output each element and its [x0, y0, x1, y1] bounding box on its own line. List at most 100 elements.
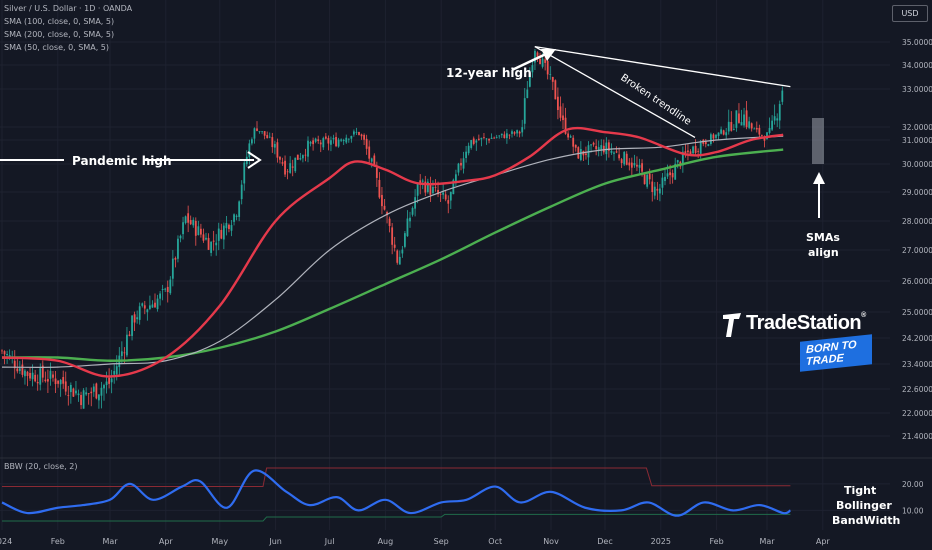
candle-body: [470, 140, 473, 148]
x-tick-label: Dec: [597, 537, 612, 546]
legend-sma50[interactable]: SMA (50, close, 0, SMA, 5): [4, 43, 109, 52]
candle-body: [166, 286, 169, 293]
candle-body: [426, 181, 429, 193]
time-axis[interactable]: 2024 Feb Mar Apr May Jun Jul Aug Sep Oct Nov Dec 202…: [0, 537, 830, 546]
y-tick-label: 24.20000: [902, 334, 932, 343]
candle-body: [146, 309, 149, 313]
candle-body: [483, 137, 485, 138]
candle-body: [432, 186, 434, 194]
candle-body: [712, 134, 715, 139]
candle-body: [77, 393, 80, 396]
candle-body: [544, 59, 547, 63]
candle-body: [641, 163, 643, 172]
candle-body: [521, 127, 524, 133]
candle-body: [732, 129, 735, 130]
candle-body: [47, 379, 49, 382]
bbw-line: [1, 469, 791, 517]
candle-body: [302, 155, 304, 159]
candle-body: [164, 288, 167, 290]
candle-body: [401, 249, 404, 254]
candle-body: [212, 240, 215, 242]
candle-body: [169, 279, 172, 294]
candle-body: [574, 144, 577, 148]
candle-body: [296, 154, 299, 160]
candle-body: [85, 392, 88, 395]
candle-body: [447, 200, 450, 204]
candle-body: [39, 368, 42, 385]
candle-body: [276, 142, 279, 158]
candle-body: [335, 136, 337, 147]
candle-body: [386, 212, 388, 216]
candle-body: [159, 293, 161, 299]
candle-body: [508, 134, 511, 136]
candle-body: [378, 179, 381, 198]
candle-body: [437, 189, 439, 195]
candle-body: [674, 163, 677, 180]
candle-body: [365, 138, 368, 149]
candle-body: [13, 360, 16, 369]
candle-body: [381, 194, 383, 207]
candle-body: [317, 139, 320, 142]
candle-body: [694, 145, 697, 153]
legend-sma200[interactable]: SMA (200, close, 0, SMA, 5): [4, 30, 115, 39]
candle-body: [263, 131, 266, 136]
candle-body: [368, 146, 371, 159]
bbw-lower-band: [2, 513, 791, 522]
y-tick-label: 23.40000: [902, 360, 932, 369]
y-tick-label: 32.00000: [902, 123, 932, 132]
bbw-grid: [0, 483, 890, 511]
candle-body: [54, 378, 57, 385]
candle-body: [477, 138, 480, 140]
candles: [1, 48, 784, 410]
bbw-axis[interactable]: 20.00 10.00: [902, 480, 924, 516]
candle-body: [406, 218, 409, 237]
candle-body: [332, 137, 335, 140]
candle-body: [669, 172, 671, 176]
candle-body: [44, 379, 47, 382]
candle-body: [391, 227, 394, 245]
x-tick-label: Feb: [51, 537, 65, 546]
bbw-legend[interactable]: BBW (20, close, 2): [4, 462, 78, 471]
candle-body: [735, 110, 738, 128]
x-tick-label: Jun: [268, 537, 282, 546]
candle-body: [546, 60, 549, 75]
candle-body: [396, 250, 399, 263]
price-axis[interactable]: 35.00000 34.00000 33.00000 32.00000 31.00000…: [902, 38, 932, 441]
candle-body: [358, 132, 360, 135]
candle-body: [151, 304, 154, 308]
candle-body: [625, 153, 628, 165]
candle-body: [256, 128, 258, 131]
bbw-upper-band: [2, 467, 791, 488]
candle-body: [52, 374, 54, 378]
candle-body: [720, 129, 722, 134]
candle-body: [115, 366, 118, 375]
candle-body: [230, 225, 233, 231]
candle-body: [758, 127, 761, 135]
currency-button[interactable]: USD: [892, 5, 928, 22]
candle-body: [500, 133, 503, 136]
symbol-title[interactable]: Silver / U.S. Dollar · 1D · OANDA: [4, 4, 133, 13]
candle-body: [205, 237, 207, 240]
candle-body: [251, 139, 253, 144]
x-tick-label: Aug: [378, 537, 394, 546]
candle-body: [284, 160, 286, 175]
candle-body: [610, 150, 613, 153]
candle-body: [763, 137, 766, 141]
candle-body: [64, 381, 67, 392]
candle-body: [154, 302, 156, 308]
candle-body: [687, 150, 689, 153]
candle-body: [488, 138, 490, 141]
candle-body: [131, 315, 133, 336]
candle-body: [103, 385, 105, 389]
y-tick-label: 33.00000: [902, 85, 932, 94]
tradestation-slogan: BORN TO TRADE: [800, 334, 872, 372]
candle-body: [404, 233, 406, 247]
candle-body: [628, 162, 631, 166]
legend-sma100[interactable]: SMA (100, close, 0, SMA, 5): [4, 17, 115, 26]
candle-body: [490, 137, 493, 139]
candle-body: [375, 167, 378, 178]
candle-body: [776, 118, 779, 121]
candle-body: [569, 136, 572, 138]
candle-body: [307, 140, 309, 157]
candle-body: [324, 136, 327, 139]
